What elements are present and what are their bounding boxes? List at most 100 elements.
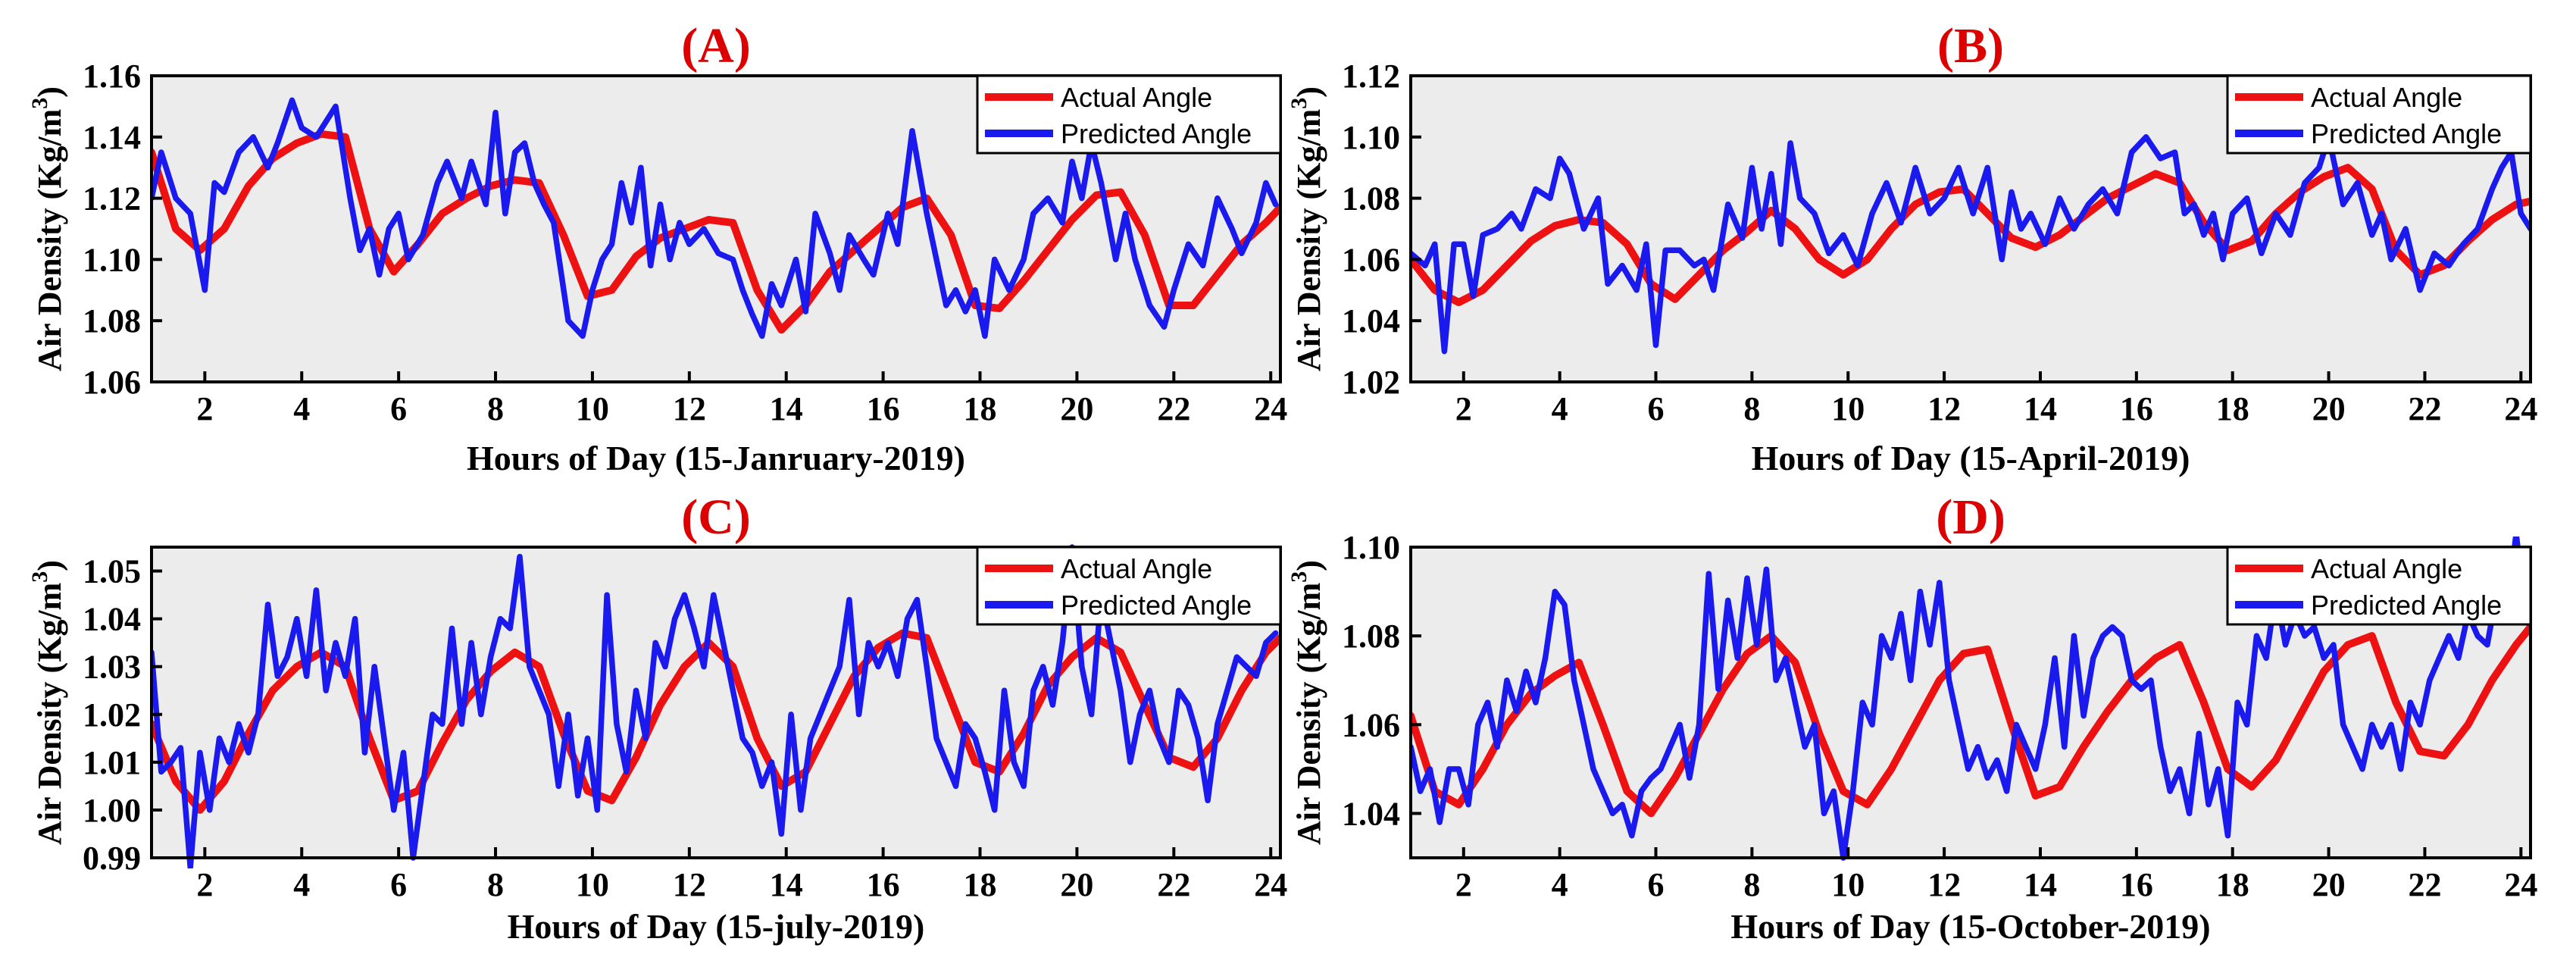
y-tick-label: 1.06 [1342, 706, 1400, 743]
y-axis-label-main: Air Density (Kg/m [1290, 583, 1327, 845]
legend-box [2226, 74, 2532, 155]
x-tick-label: 10 [1831, 390, 1865, 427]
y-tick-label: 1.06 [83, 364, 141, 401]
x-tick-label: 20 [1060, 390, 1093, 427]
actual-angle-line [1411, 623, 2531, 818]
panel-label: (A) [681, 18, 751, 74]
y-axis-label: Air Density (Kg/m3) [1286, 86, 1327, 371]
x-tick-label: 12 [673, 390, 706, 427]
x-tick-label: 12 [1927, 866, 1961, 903]
y-tick-label: 0.99 [83, 840, 141, 877]
chart-panel-4: 1.041.061.081.102 4 6 8 10 12 14 16 18 20 22 24Hour… [1286, 490, 2537, 946]
y-tick-label: 1.10 [1342, 529, 1400, 566]
x-tick-label: 22 [1157, 390, 1190, 427]
x-tick-label: 12 [1927, 390, 1961, 427]
predicted-angle-line [1411, 537, 2529, 861]
predicted-angle-line [1411, 134, 2531, 355]
plot-frame [150, 546, 1282, 859]
y-axis-label: Air Density (Kg/m3) [1286, 560, 1327, 845]
y-tick-label: 1.10 [1342, 119, 1400, 156]
x-tick-label: 4 [293, 390, 310, 427]
x-tick-label: 24 [1254, 390, 1287, 427]
y-tick-label: 1.06 [1342, 241, 1400, 278]
chart-panel-1: 1.061.081.101.121.141.162 4 6 8 10 12 14 16 18 20… [27, 18, 1287, 477]
x-tick-label: 14 [770, 390, 803, 427]
x-tick-label: 6 [1648, 390, 1665, 427]
legend-predicted-label: Predicted Angle [1061, 590, 1252, 621]
y-tick-label: 1.02 [83, 696, 141, 734]
y-axis-label-main: Air Density (Kg/m [1290, 109, 1327, 371]
x-tick-label: 20 [1060, 866, 1093, 903]
y-tick-label: 1.03 [83, 649, 141, 686]
y-tick-label: 1.14 [83, 119, 141, 156]
y-tick-label: 1.00 [83, 792, 141, 829]
y-tick-label: 1.04 [83, 601, 141, 638]
x-tick-label: 4 [1552, 866, 1568, 903]
x-tick-label: 20 [2312, 866, 2346, 903]
x-tick-label: 2 [1455, 866, 1472, 903]
chart-panel-2: 1.021.041.061.081.101.122 4 6 8 10 12 14 16 18 20… [1286, 18, 2537, 477]
x-tick-label: 24 [2504, 866, 2537, 903]
x-tick-label: 4 [293, 866, 310, 903]
x-axis-label: Hours of Day (15-july-2019) [508, 907, 925, 946]
x-tick-label: 14 [2024, 390, 2057, 427]
y-axis-label-close: ) [31, 560, 68, 571]
y-tick-label: 1.01 [83, 744, 141, 781]
x-tick-label: 16 [2120, 390, 2153, 427]
y-tick-label: 1.04 [1342, 302, 1400, 339]
x-tick-label: 22 [2408, 390, 2441, 427]
plot-frame [1409, 74, 2532, 383]
y-axis-label-close: ) [31, 86, 68, 98]
chart-panel-3: 0.991.001.011.021.031.041.052 4 6 8 10 12 14 16… [27, 490, 1287, 946]
predicted-angle-line [152, 544, 1279, 868]
legend-box [976, 74, 1282, 155]
y-tick-label: 1.05 [83, 553, 141, 590]
y-axis-label-close: ) [1290, 86, 1327, 98]
x-tick-label: 8 [487, 866, 504, 903]
y-axis-label-main: Air Density (Kg/m [31, 583, 68, 845]
panel-label: (C) [681, 490, 751, 545]
x-tick-label: 16 [867, 866, 900, 903]
legend-actual-label: Actual Angle [2311, 553, 2462, 584]
x-tick-label: 8 [1743, 866, 1760, 903]
x-tick-label: 22 [1157, 866, 1190, 903]
legend-actual-label: Actual Angle [2311, 82, 2462, 113]
x-tick-label: 18 [2216, 390, 2249, 427]
legend-actual-label: Actual Angle [1061, 553, 1212, 584]
panel-label: (D) [1936, 490, 2005, 545]
x-tick-label: 22 [2408, 866, 2441, 903]
legend-box [976, 546, 1282, 626]
legend-box [2226, 546, 2532, 626]
x-tick-label: 18 [964, 390, 997, 427]
y-axis-label-superscript: 3 [27, 98, 52, 109]
plot-frame [150, 74, 1282, 383]
x-tick-label: 10 [576, 866, 609, 903]
legend-actual-label: Actual Angle [1061, 82, 1212, 113]
x-axis-label: Hours of Day (15-October-2019) [1730, 907, 2210, 946]
y-tick-label: 1.16 [83, 58, 141, 95]
y-tick-label: 1.10 [83, 241, 141, 278]
x-axis-label: Hours of Day (15-April-2019) [1752, 439, 2190, 477]
x-tick-label: 14 [770, 866, 803, 903]
x-tick-label: 2 [196, 866, 213, 903]
x-tick-label: 8 [487, 390, 504, 427]
y-tick-label: 1.02 [1342, 364, 1400, 401]
x-axis-label: Hours of Day (15-Janruary-2019) [467, 439, 965, 477]
x-tick-label: 20 [2312, 390, 2346, 427]
x-tick-label: 24 [2504, 390, 2537, 427]
x-tick-label: 10 [576, 390, 609, 427]
x-tick-label: 6 [1648, 866, 1665, 903]
predicted-angle-line [152, 97, 1279, 339]
x-tick-label: 2 [196, 390, 213, 427]
y-tick-label: 1.08 [1342, 618, 1400, 655]
legend-predicted-label: Predicted Angle [1061, 118, 1252, 149]
x-tick-label: 18 [964, 866, 997, 903]
x-tick-label: 16 [2120, 866, 2153, 903]
y-tick-label: 1.12 [1342, 58, 1400, 95]
legend-predicted-label: Predicted Angle [2311, 118, 2502, 149]
y-axis-label-superscript: 3 [27, 571, 52, 583]
x-tick-label: 6 [390, 390, 407, 427]
x-tick-label: 14 [2024, 866, 2057, 903]
x-tick-label: 8 [1743, 390, 1760, 427]
